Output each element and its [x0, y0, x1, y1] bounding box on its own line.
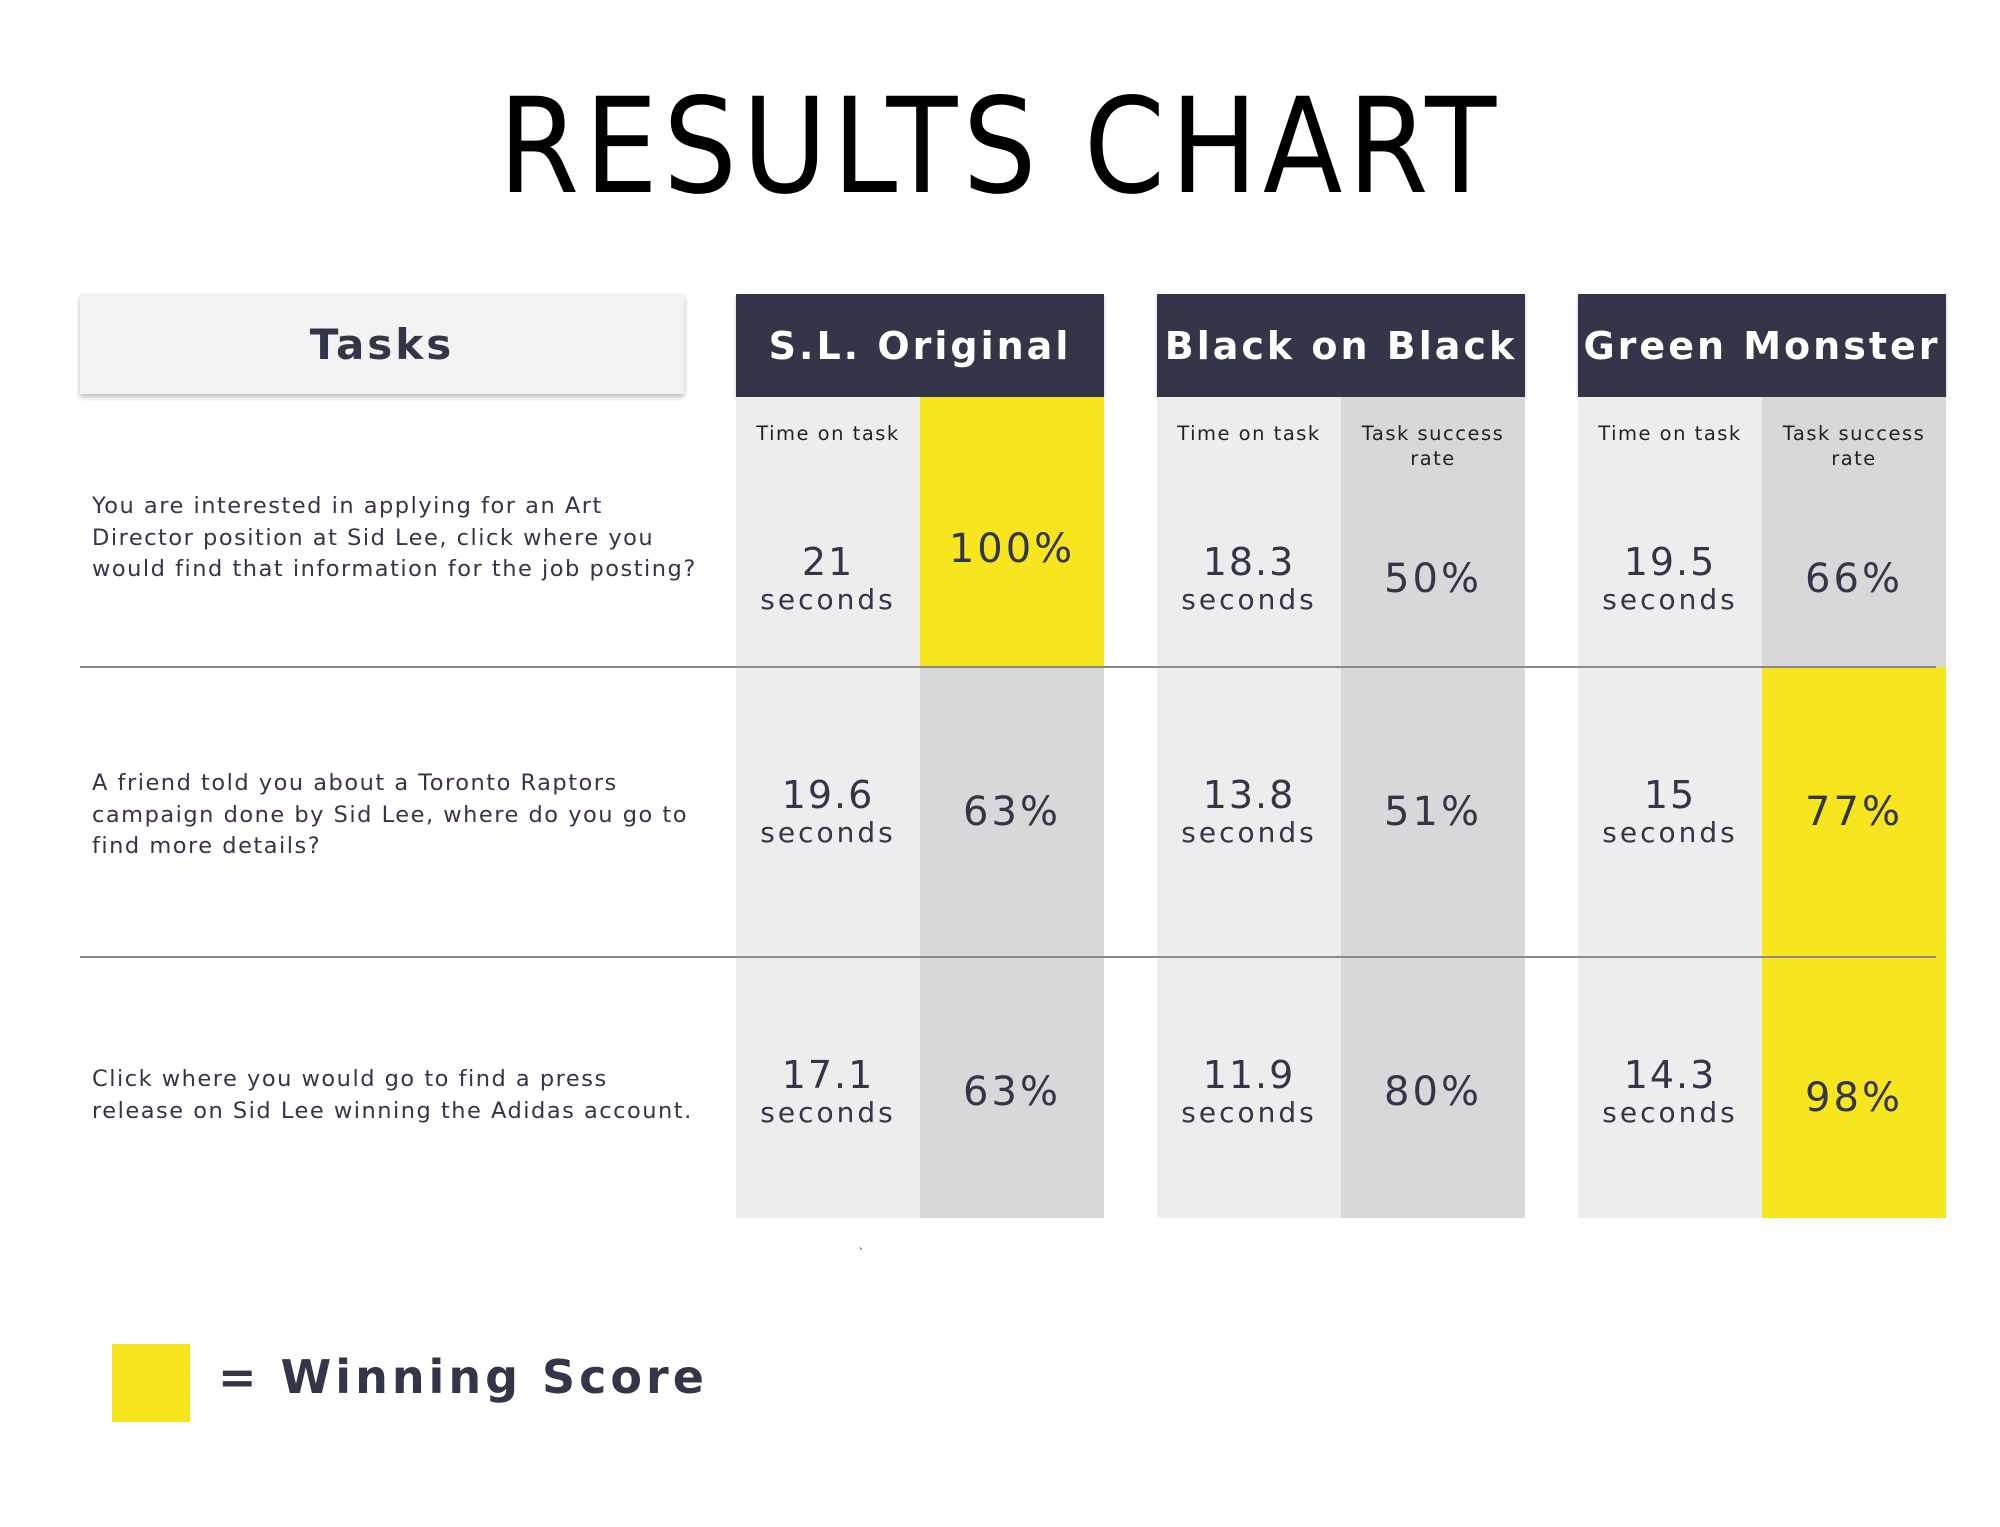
task-text: Click where you would go to find a press… [92, 1066, 693, 1124]
time-value-cell: 15 seconds [1578, 667, 1762, 957]
success-rate-cell: 66% [1762, 490, 1946, 667]
chart-title: RESULTS CHART [498, 70, 1502, 224]
variant-header-2: Black on Black [1157, 294, 1525, 397]
stray-mark: ` [858, 1247, 865, 1263]
time-value-cell: 13.8 seconds [1157, 667, 1341, 957]
success-rate-cell: 63% [920, 667, 1104, 957]
time-column-bg [1157, 397, 1341, 1218]
time-on-task-label: Time on task [756, 422, 900, 445]
legend-label: = Winning Score [218, 1350, 708, 1404]
time-value-cell: 18.3 seconds [1157, 490, 1341, 667]
time-value: 19.5 [1623, 539, 1717, 584]
legend-swatch [112, 1344, 190, 1422]
success-rate-value: 66% [1805, 555, 1903, 602]
time-value-cell: 14.3 seconds [1578, 957, 1762, 1227]
task-success-rate-label: Task success rate [1782, 422, 1926, 470]
time-value: 17.1 [781, 1053, 875, 1097]
time-value: 19.6 [781, 773, 875, 817]
time-unit: seconds [760, 1096, 896, 1129]
time-value: 13.8 [1202, 773, 1296, 817]
time-column-bg [1578, 397, 1762, 1218]
time-on-task-label: Time on task [1177, 422, 1321, 445]
time-unit: seconds [1602, 582, 1738, 616]
time-value: 15 [1643, 773, 1697, 817]
variant-header-1: S.L. Original [736, 294, 1104, 397]
time-on-task-label: Time on task [1598, 422, 1742, 445]
success-rate-cell: 50% [1341, 490, 1525, 667]
success-rate-cell-winner: 98% [1762, 957, 1946, 1218]
time-unit: seconds [1181, 816, 1317, 849]
success-rate-value: 100% [948, 526, 1076, 572]
time-unit: seconds [1181, 1096, 1317, 1129]
time-unit: seconds [1602, 1096, 1738, 1129]
success-rate-cell-winner: 100% [920, 397, 1104, 667]
task-text: You are interested in applying for an Ar… [92, 493, 697, 582]
task-success-rate-label: Task success rate [1361, 422, 1505, 470]
task-text: A friend told you about a Toronto Raptor… [92, 770, 688, 859]
time-value-cell: 19.5 seconds [1578, 490, 1762, 667]
time-unit: seconds [1181, 582, 1317, 616]
row-divider [80, 956, 1936, 958]
success-rate-value: 80% [1384, 1069, 1482, 1115]
row-divider [80, 666, 1936, 668]
time-value: 11.9 [1202, 1053, 1296, 1097]
time-value: 14.3 [1623, 1053, 1717, 1097]
variant-header-3: Green Monster [1578, 294, 1946, 397]
time-unit: seconds [760, 582, 896, 616]
time-unit: seconds [1602, 816, 1738, 849]
success-rate-value: 98% [1805, 1075, 1903, 1121]
success-rate-value: 77% [1805, 789, 1903, 835]
success-rate-cell-winner: 77% [1762, 667, 1946, 957]
success-rate-cell: 51% [1341, 667, 1525, 957]
success-rate-cell: 63% [920, 957, 1104, 1227]
tasks-header: Tasks [80, 294, 684, 394]
success-rate-value: 63% [963, 789, 1061, 835]
success-rate-cell: 80% [1341, 957, 1525, 1227]
time-value-cell: 21 seconds [736, 490, 920, 667]
time-value: 21 [801, 539, 855, 584]
time-value-cell: 17.1 seconds [736, 957, 920, 1227]
time-value-cell: 19.6 seconds [736, 667, 920, 957]
success-rate-value: 50% [1384, 555, 1482, 602]
success-rate-value: 51% [1384, 789, 1482, 835]
success-rate-value: 63% [963, 1069, 1061, 1115]
time-value: 18.3 [1202, 539, 1296, 584]
time-unit: seconds [760, 816, 896, 849]
time-column-bg [736, 397, 920, 1218]
rate-column-bg [1341, 397, 1525, 1218]
time-value-cell: 11.9 seconds [1157, 957, 1341, 1227]
